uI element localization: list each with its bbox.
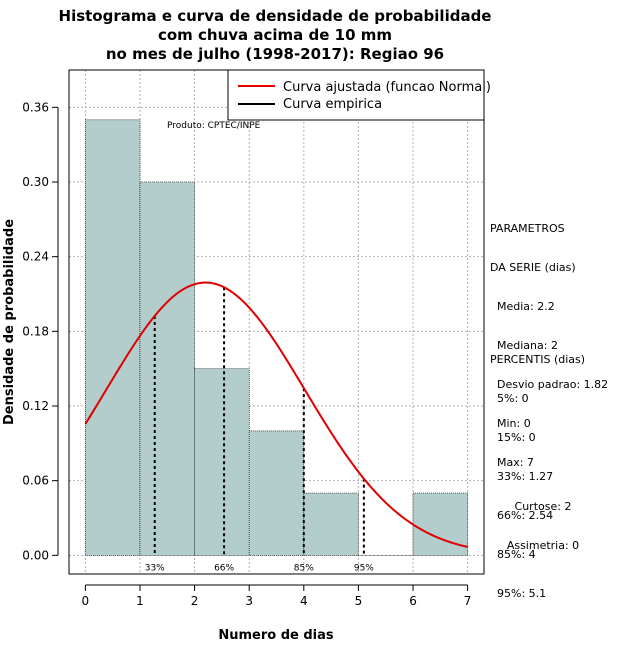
histogram-bar <box>248 430 305 556</box>
histogram-bar <box>139 181 195 556</box>
x-tick-label: 6 <box>409 594 417 608</box>
params-line: PARAMETROS <box>490 222 565 235</box>
percentis-line: 15%: 0 <box>490 431 536 444</box>
chart-title-line-1: Histograma e curva de densidade de proba… <box>59 7 492 25</box>
y-tick-label: 0.06 <box>22 474 49 488</box>
shape-block: Curtose: 2 Assimetria: 0 <box>500 474 586 565</box>
legend-label-empirical: Curva empirica <box>283 97 382 112</box>
x-tick-label: 5 <box>355 594 363 608</box>
kurtosis-text: Curtose: 2 <box>514 500 572 513</box>
chart-title-line-2: com chuva acima de 10 mm <box>158 26 392 44</box>
x-tick-label: 4 <box>300 594 308 608</box>
legend-label-fit: Curva ajustada (funcao Normal) <box>283 80 491 95</box>
x-tick-label: 2 <box>191 594 199 608</box>
percentis-line: 33%: 1.27 <box>490 470 554 483</box>
normal-fit-curve <box>84 281 468 548</box>
histogram-bar <box>194 368 250 556</box>
x-tick-label: 1 <box>136 594 144 608</box>
histogram-bar <box>85 119 141 556</box>
percentile-label: 66% <box>214 563 234 573</box>
y-tick-label: 0.12 <box>22 399 49 413</box>
histogram-bar <box>303 492 359 556</box>
percentis-line: 85%: 4 <box>490 548 536 561</box>
params-line: Min: 0 <box>490 417 531 430</box>
percentile-label: 95% <box>354 563 374 573</box>
params-line: DA SERIE (dias) <box>490 261 576 274</box>
percentis-line: PERCENTIS (dias) <box>490 353 586 366</box>
y-tick-label: 0.36 <box>22 100 49 114</box>
percentis-line: 5%: 0 <box>490 392 529 405</box>
params-line: Max: 7 <box>490 456 534 469</box>
legend-box <box>227 69 485 121</box>
params-block: PARAMETROS DA SERIE (dias) Media: 2.2 Me… <box>490 196 608 482</box>
percentis-line: 66%: 2.54 <box>490 509 554 522</box>
x-axis-label: Numero de dias <box>218 628 334 643</box>
percentis-line: 95%: 5.1 <box>490 587 547 600</box>
x-tick-label: 0 <box>82 594 90 608</box>
y-tick-label: 0.00 <box>22 548 49 562</box>
params-line: Media: 2.2 <box>490 300 555 313</box>
chart-title-line-3: no mes de julho (1998-2017): Regiao 96 <box>106 45 444 63</box>
percentile-label: 85% <box>294 563 314 573</box>
product-annotation: Produto: CPTEC/INPE <box>167 121 261 131</box>
x-tick-label: 3 <box>245 594 253 608</box>
y-tick-label: 0.30 <box>22 175 49 189</box>
y-tick-label: 0.24 <box>22 250 49 264</box>
params-line: Mediana: 2 <box>490 339 558 352</box>
histogram-bar <box>412 492 468 556</box>
y-tick-label: 0.18 <box>22 324 49 338</box>
percentile-label: 33% <box>145 563 165 573</box>
skewness-text: Assimetria: 0 <box>506 539 580 552</box>
percentis-block: PERCENTIS (dias) 5%: 0 15%: 0 33%: 1.27 … <box>490 327 585 613</box>
y-axis-label: Densidade de probabilidade <box>2 219 17 425</box>
x-tick-label: 7 <box>464 594 472 608</box>
legend: Curva ajustada (funcao Normal) Curva emp… <box>227 69 491 121</box>
params-line: Desvio padrao: 1.82 <box>490 378 609 391</box>
